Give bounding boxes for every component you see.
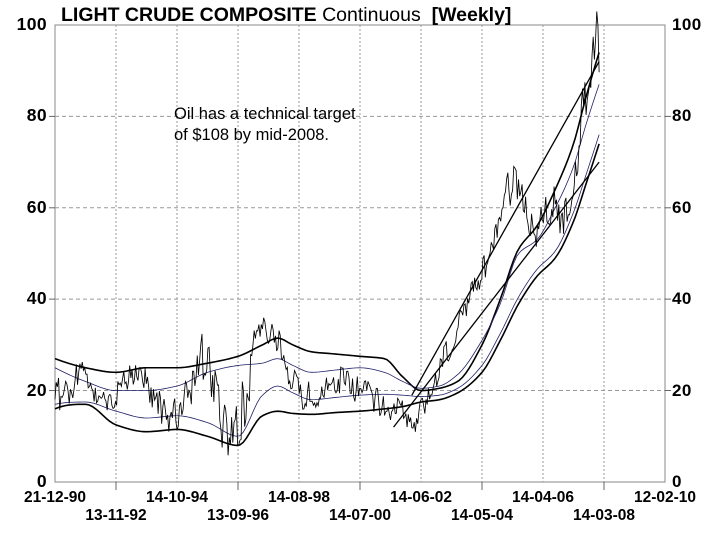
svg-text:12-02-10: 12-02-10 (634, 489, 696, 506)
svg-text:Oil has a technical target: Oil has a technical target (174, 105, 356, 123)
svg-text:0: 0 (37, 471, 47, 491)
svg-text:40: 40 (672, 289, 692, 308)
svg-text:14-03-08: 14-03-08 (573, 507, 635, 524)
svg-text:14-07-00: 14-07-00 (329, 507, 391, 524)
svg-text:80: 80 (27, 105, 47, 125)
svg-text:14-06-02: 14-06-02 (390, 489, 452, 506)
svg-text:100: 100 (17, 14, 47, 34)
svg-text:80: 80 (672, 106, 692, 125)
svg-text:14-04-06: 14-04-06 (512, 489, 574, 506)
svg-text:21-12-90: 21-12-90 (24, 489, 86, 506)
svg-text:100: 100 (672, 15, 702, 34)
svg-text:40: 40 (27, 288, 47, 308)
svg-text:LIGHT CRUDE COMPOSITE Continuo: LIGHT CRUDE COMPOSITE Continuous [Weekly… (61, 4, 511, 26)
svg-text:13-11-92: 13-11-92 (85, 507, 146, 524)
svg-text:14-05-04: 14-05-04 (451, 507, 513, 524)
svg-text:of $108 by mid-2008.: of $108 by mid-2008. (174, 126, 329, 144)
svg-text:14-08-98: 14-08-98 (268, 489, 330, 506)
svg-text:20: 20 (27, 380, 47, 400)
svg-text:60: 60 (672, 198, 692, 217)
svg-text:20: 20 (672, 381, 692, 400)
svg-text:14-10-94: 14-10-94 (146, 489, 208, 506)
svg-text:13-09-96: 13-09-96 (207, 507, 269, 524)
svg-text:60: 60 (27, 197, 47, 217)
